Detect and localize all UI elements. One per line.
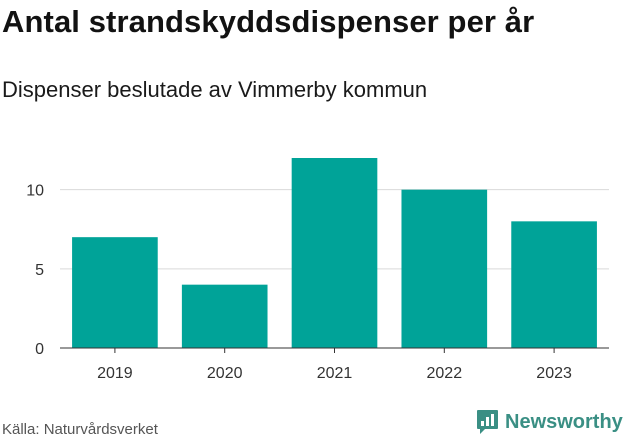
brand-name: Newsworthy bbox=[505, 410, 623, 433]
x-tick-label: 2023 bbox=[536, 365, 572, 382]
bar bbox=[401, 189, 488, 348]
y-tick-label: 0 bbox=[35, 341, 44, 358]
x-tick-label: 2019 bbox=[97, 365, 133, 382]
y-tick-label: 10 bbox=[26, 183, 44, 200]
chart-subtitle: Dispenser beslutade av Vimmerby kommun bbox=[2, 77, 428, 102]
chart-title: Antal strandskyddsdispenser per år bbox=[2, 4, 535, 39]
newsworthy-logo-icon bbox=[477, 410, 498, 434]
bar bbox=[291, 158, 378, 348]
brand-logo: Newsworthy bbox=[476, 409, 623, 435]
x-tick-label: 2021 bbox=[317, 365, 353, 382]
y-tick-label: 5 bbox=[35, 262, 44, 279]
x-tick-label: 2020 bbox=[207, 365, 243, 382]
x-tick-label: 2022 bbox=[427, 365, 463, 382]
source-note: Källa: Naturvårdsverket bbox=[2, 421, 158, 438]
bar bbox=[72, 237, 158, 348]
bar bbox=[511, 221, 597, 348]
bar bbox=[181, 284, 268, 348]
